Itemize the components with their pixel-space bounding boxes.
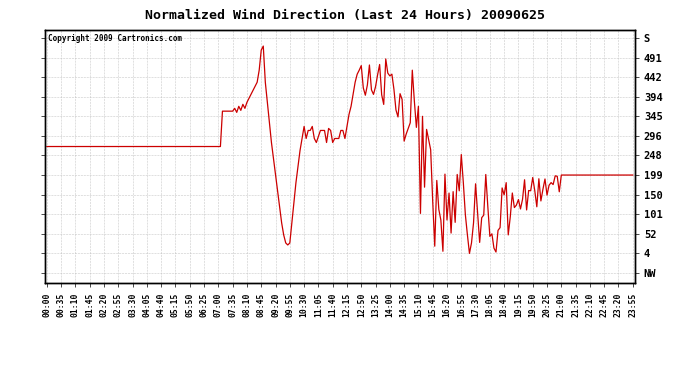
Text: Copyright 2009 Cartronics.com: Copyright 2009 Cartronics.com — [48, 34, 182, 43]
Text: Normalized Wind Direction (Last 24 Hours) 20090625: Normalized Wind Direction (Last 24 Hours… — [145, 9, 545, 22]
